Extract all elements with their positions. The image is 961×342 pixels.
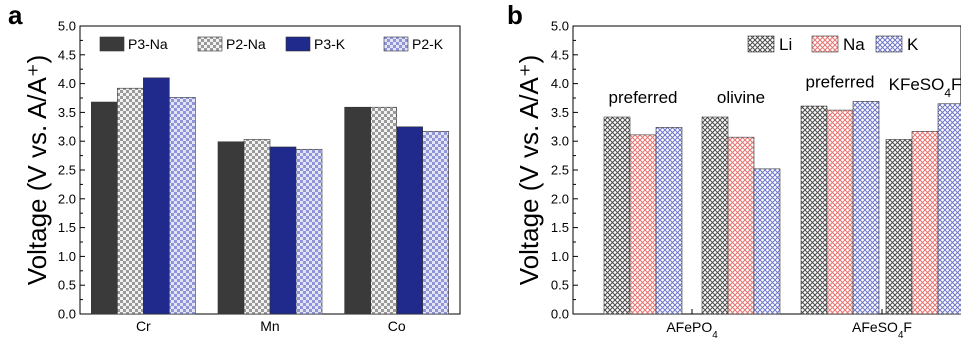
x-group-label: AFeSO4F xyxy=(852,319,912,341)
bar-p2-k-cr xyxy=(169,97,196,315)
legend-swatch-na xyxy=(811,35,839,53)
bar-group-annotation: olivine xyxy=(717,88,765,107)
legend-label: Li xyxy=(779,35,792,54)
y-tick-label: 2.5 xyxy=(58,163,76,178)
bar-k-group-4 xyxy=(937,103,961,315)
y-tick-label: 4.5 xyxy=(58,47,76,62)
bar-li-group-1 xyxy=(603,116,631,315)
bar-p2-na-co xyxy=(370,106,397,315)
x-group-label: AFePO4 xyxy=(666,319,718,341)
legend-label: K xyxy=(907,35,919,54)
bar-group-annotation: preferred xyxy=(806,72,875,91)
legend-swatch-p3-k xyxy=(285,36,311,52)
legend-label: P2-Na xyxy=(226,36,266,52)
bar-li-group-3 xyxy=(800,105,828,315)
legend-label: P2-K xyxy=(412,36,444,52)
legend-label: Na xyxy=(843,35,865,54)
y-tick-label: 4.5 xyxy=(551,47,569,62)
bar-p2-k-mn xyxy=(295,148,323,315)
y-tick-label: 1.5 xyxy=(551,220,569,235)
bar-p3-k-mn xyxy=(269,146,297,315)
bar-group-annotation: KFeSO4F xyxy=(889,75,961,100)
bar-p3-na-co xyxy=(344,106,371,315)
legend-swatch-p3-na xyxy=(99,36,125,52)
bar-na-group-4 xyxy=(911,131,939,315)
bar-p2-na-mn xyxy=(243,139,271,315)
y-tick-label: 2.0 xyxy=(551,191,569,206)
chart-panel-a: 0.0 0.5 1.0 1.5 2.0 2.5 3.0 3.5 4.0 4.5 5.0 Voltage… xyxy=(8,0,461,334)
bar-na-group-2 xyxy=(727,136,755,315)
bar-li-group-2 xyxy=(701,116,729,315)
bar-k-group-1 xyxy=(655,127,683,315)
bar-group-annotation: preferred xyxy=(609,88,678,107)
legend-label: P3-K xyxy=(314,36,346,52)
y-tick-label: 1.5 xyxy=(58,220,76,235)
y-tick-label: 2.5 xyxy=(551,163,569,178)
bar-na-group-1 xyxy=(629,134,657,315)
y-axis-label: Voltage (V vs. A/A⁺) xyxy=(22,55,52,286)
bar-li-group-4 xyxy=(885,139,913,315)
legend-swatch-li xyxy=(747,35,775,53)
y-tick-label: 0.0 xyxy=(58,307,76,322)
y-tick-label: 2.0 xyxy=(58,191,76,206)
legend-label: P3-Na xyxy=(128,36,168,52)
y-tick-label: 4.0 xyxy=(551,76,569,91)
bar-p3-k-cr xyxy=(143,77,170,315)
y-tick-label: 3.5 xyxy=(58,105,76,120)
bar-k-group-3 xyxy=(852,101,880,315)
y-tick-label: 5.0 xyxy=(58,19,76,34)
legend-swatch-p2-na xyxy=(197,36,223,52)
y-tick-label: 0.5 xyxy=(58,278,76,293)
y-tick-label: 4.0 xyxy=(58,76,76,91)
x-tick-label: Co xyxy=(388,318,406,334)
bar-p3-na-cr xyxy=(91,101,118,315)
y-tick-label: 3.0 xyxy=(551,134,569,149)
panel-label: a xyxy=(8,0,23,30)
y-tick-label: 0.0 xyxy=(551,307,569,322)
bar-p3-na-mn xyxy=(217,141,245,315)
bar-p2-na-cr xyxy=(117,87,144,315)
legend-swatch-p2-k xyxy=(383,36,409,52)
y-tick-label: 0.5 xyxy=(551,278,569,293)
y-axis-label: Voltage (V vs. A/A⁺) xyxy=(514,55,544,286)
bar-k-group-2 xyxy=(753,168,781,315)
y-tick-label: 1.0 xyxy=(551,249,569,264)
y-tick-label: 3.5 xyxy=(551,105,569,120)
bar-na-group-3 xyxy=(826,109,854,315)
x-tick-label: Cr xyxy=(136,318,151,334)
x-tick-label: Mn xyxy=(260,318,279,334)
y-tick-label: 5.0 xyxy=(551,19,569,34)
panel-label: b xyxy=(507,0,523,30)
y-tick-label: 3.0 xyxy=(58,134,76,149)
chart-panel-b: 0.0 0.5 1.0 1.5 2.0 2.5 3.0 3.5 4.0 4.5 5.0 Voltage… xyxy=(507,0,961,341)
bar-p3-k-co xyxy=(396,126,423,315)
y-tick-label: 1.0 xyxy=(58,249,76,264)
legend-swatch-k xyxy=(875,35,903,53)
bar-p2-k-co xyxy=(422,131,449,315)
